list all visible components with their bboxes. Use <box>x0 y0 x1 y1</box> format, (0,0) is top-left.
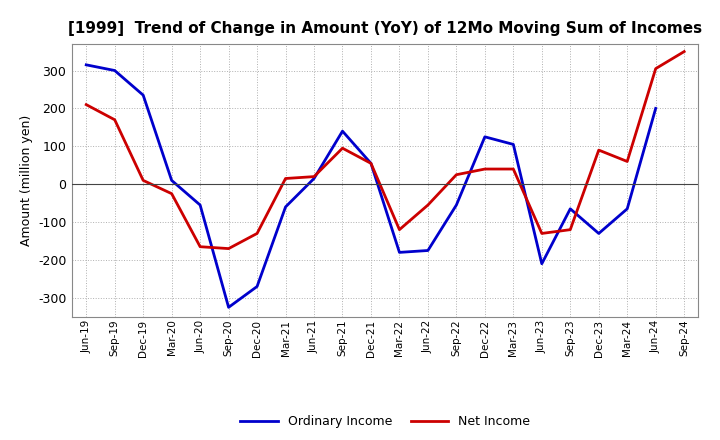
Net Income <box>167 191 176 196</box>
Net Income <box>652 66 660 71</box>
Ordinary Income <box>366 161 375 166</box>
Ordinary Income <box>423 248 432 253</box>
Net Income <box>680 49 688 54</box>
Ordinary Income <box>452 202 461 208</box>
Ordinary Income <box>82 62 91 67</box>
Net Income <box>310 174 318 179</box>
Net Income <box>253 231 261 236</box>
Net Income <box>196 244 204 249</box>
Ordinary Income <box>537 261 546 266</box>
Ordinary Income <box>110 68 119 73</box>
Net Income <box>480 166 489 172</box>
Net Income <box>623 159 631 164</box>
Net Income <box>82 102 91 107</box>
Ordinary Income <box>253 284 261 289</box>
Ordinary Income <box>509 142 518 147</box>
Y-axis label: Amount (million yen): Amount (million yen) <box>19 115 32 246</box>
Net Income <box>338 146 347 151</box>
Net Income <box>225 246 233 251</box>
Line: Net Income: Net Income <box>86 51 684 249</box>
Net Income <box>423 202 432 208</box>
Net Income <box>595 147 603 153</box>
Net Income <box>537 231 546 236</box>
Ordinary Income <box>566 206 575 212</box>
Ordinary Income <box>395 250 404 255</box>
Legend: Ordinary Income, Net Income: Ordinary Income, Net Income <box>235 411 535 433</box>
Net Income <box>452 172 461 177</box>
Ordinary Income <box>225 304 233 310</box>
Title: [1999]  Trend of Change in Amount (YoY) of 12Mo Moving Sum of Incomes: [1999] Trend of Change in Amount (YoY) o… <box>68 21 702 36</box>
Ordinary Income <box>623 206 631 212</box>
Ordinary Income <box>310 176 318 181</box>
Line: Ordinary Income: Ordinary Income <box>86 65 656 307</box>
Ordinary Income <box>282 204 290 209</box>
Ordinary Income <box>595 231 603 236</box>
Ordinary Income <box>167 178 176 183</box>
Net Income <box>509 166 518 172</box>
Ordinary Income <box>196 202 204 208</box>
Ordinary Income <box>139 92 148 98</box>
Net Income <box>282 176 290 181</box>
Net Income <box>366 161 375 166</box>
Net Income <box>110 117 119 122</box>
Ordinary Income <box>338 128 347 134</box>
Ordinary Income <box>480 134 489 139</box>
Net Income <box>566 227 575 232</box>
Ordinary Income <box>652 106 660 111</box>
Net Income <box>395 227 404 232</box>
Net Income <box>139 178 148 183</box>
